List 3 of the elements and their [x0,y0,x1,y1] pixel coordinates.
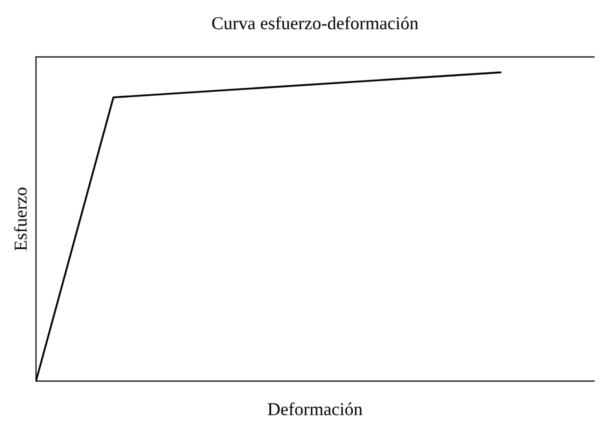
x-axis-title: Deformación [268,402,362,416]
chart-title: Curva esfuerzo-deformación [212,16,418,30]
y-axis-title: Esfuerzo [14,188,27,251]
